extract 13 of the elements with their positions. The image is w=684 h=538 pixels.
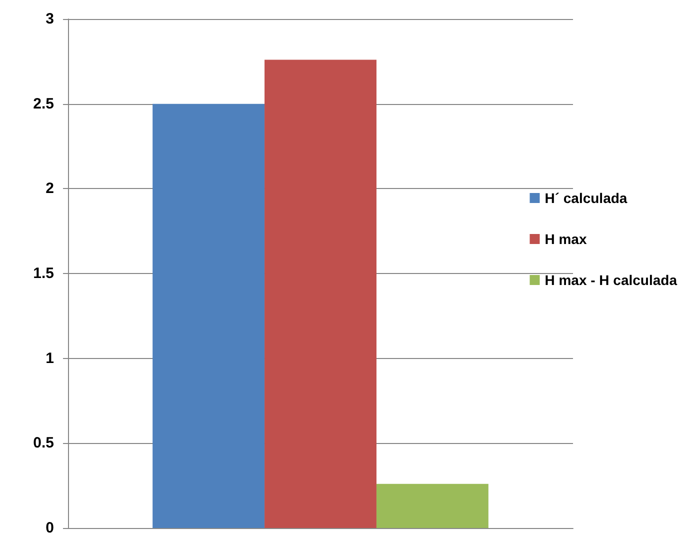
y-tick-label: 0 <box>46 520 54 536</box>
legend-label: H´ calculada <box>544 190 628 206</box>
legend-label: H max - H calculada <box>544 272 678 288</box>
bar <box>152 104 265 528</box>
legend-label: H max <box>544 231 587 247</box>
y-tick-label: 1 <box>46 350 54 367</box>
y-tick-label: 0.5 <box>33 434 54 452</box>
bar <box>264 60 376 528</box>
y-tick-label: 2 <box>46 180 54 198</box>
y-tick-label: 1.5 <box>33 265 54 282</box>
y-tick-label: 2.5 <box>33 95 54 112</box>
bar <box>376 484 488 528</box>
y-tick-label: 3 <box>46 10 54 28</box>
